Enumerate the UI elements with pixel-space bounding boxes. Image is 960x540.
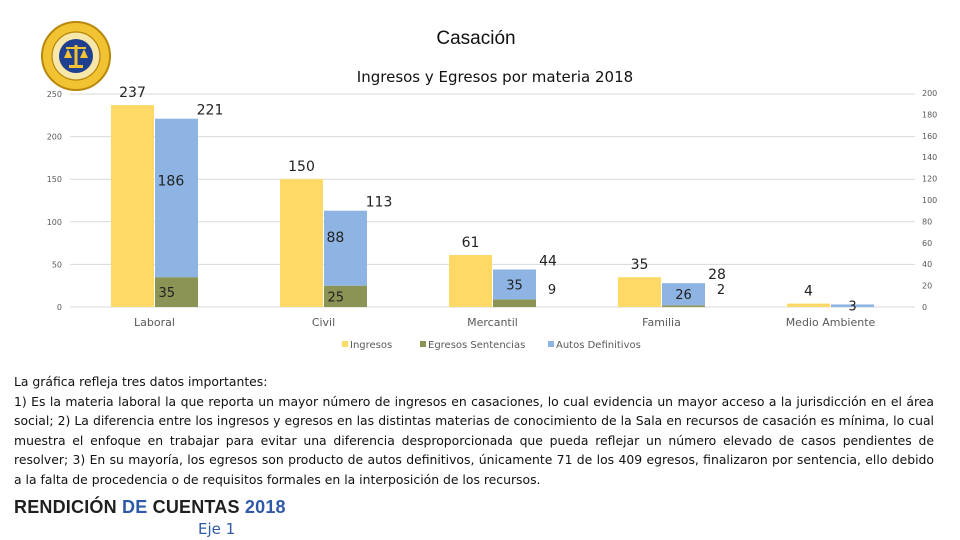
right-axis-tick-label: 120 (922, 175, 937, 184)
right-axis-tick-label: 20 (922, 282, 932, 291)
bar-autos-definitivos (493, 269, 536, 300)
data-label: 61 (462, 235, 480, 251)
right-axis-tick-label: 140 (922, 153, 937, 162)
bar-egresos-sentencias (662, 305, 705, 307)
data-label: 35 (159, 286, 176, 301)
bar-autos-definitivos (155, 118, 198, 278)
footer-word-rendicion: RENDICIÓN (14, 497, 117, 517)
bar-ingresos (280, 179, 323, 307)
data-label: 28 (708, 267, 726, 283)
data-label: 4 (804, 284, 813, 300)
left-axis-tick-label: 150 (47, 175, 62, 184)
data-label: 186 (158, 173, 185, 189)
bar-ingresos (618, 277, 661, 307)
right-axis-tick-label: 160 (922, 132, 937, 141)
data-label: 221 (197, 103, 224, 119)
bar-autos-definitivos (324, 210, 367, 286)
right-axis-tick-label: 100 (922, 196, 937, 205)
data-label: 26 (675, 288, 692, 303)
category-label: Medio Ambiente (786, 316, 876, 329)
data-label: 88 (327, 230, 345, 246)
bar-ingresos (111, 105, 154, 308)
footer-word-de: DE (122, 497, 148, 517)
chart-title: Ingresos y Egresos por materia 2018 (356, 68, 634, 86)
left-axis-tick-label: 0 (57, 303, 62, 312)
data-label: 3 (848, 300, 856, 315)
left-axis-tick-label: 250 (47, 90, 62, 99)
data-label: 35 (506, 278, 523, 293)
legend-label: Ingresos (350, 340, 392, 351)
right-axis-tick-label: 200 (922, 89, 937, 98)
footer-word-cuentas: CUENTAS (152, 497, 240, 517)
legend-swatch (548, 341, 554, 347)
right-axis-tick-label: 180 (922, 110, 937, 119)
bar-ingresos (787, 303, 830, 307)
bar-egresos-sentencias (324, 285, 367, 307)
rendicion-de-cuentas-logo: RENDICIÓN DE CUENTAS 2018 (14, 497, 286, 518)
right-axis-tick-label: 40 (922, 260, 932, 269)
data-label: 113 (366, 195, 393, 211)
data-label: 237 (119, 85, 146, 101)
data-label: 2 (717, 283, 725, 298)
left-axis-tick-label: 100 (47, 218, 62, 227)
right-axis-tick-label: 0 (922, 303, 927, 312)
bar-egresos-sentencias (493, 299, 536, 307)
section-label: Eje 1 (198, 520, 236, 538)
data-label: 9 (548, 283, 556, 298)
description-intro: La gráfica refleja tres datos importante… (14, 374, 268, 389)
category-label: Familia (642, 316, 681, 329)
right-axis-tick-label: 60 (922, 239, 932, 248)
right-axis-tick-label: 80 (922, 217, 932, 226)
data-label: 150 (288, 159, 315, 175)
bar-autos-definitivos (831, 304, 874, 307)
legend-swatch (342, 341, 348, 347)
footer-year: 2018 (244, 497, 286, 517)
legend-label: Autos Definitivos (556, 340, 641, 351)
data-label: 35 (631, 257, 649, 273)
bar-egresos-sentencias (155, 277, 198, 307)
slide-title: Casación (436, 28, 516, 49)
data-label: 25 (328, 290, 345, 305)
legend-label: Egresos Sentencias (428, 340, 525, 351)
bar-autos-definitivos (662, 283, 705, 306)
chart-description: La gráfica refleja tres datos importante… (14, 372, 934, 489)
category-label: Laboral (134, 316, 175, 329)
category-label: Civil (312, 316, 335, 329)
judicial-seal-logo (41, 21, 111, 91)
left-axis-tick-label: 50 (52, 260, 62, 269)
category-label: Mercantil (467, 316, 518, 329)
left-axis-tick-label: 200 (47, 133, 62, 142)
description-body: 1) Es la materia laboral la que reporta … (14, 393, 934, 487)
bar-ingresos (449, 255, 492, 307)
bar-chart: 0 50 100 150 200 250 0 20 40 60 80 100 120 140 160 180… (47, 85, 938, 351)
data-label: 44 (539, 254, 557, 270)
legend-swatch (420, 341, 426, 347)
